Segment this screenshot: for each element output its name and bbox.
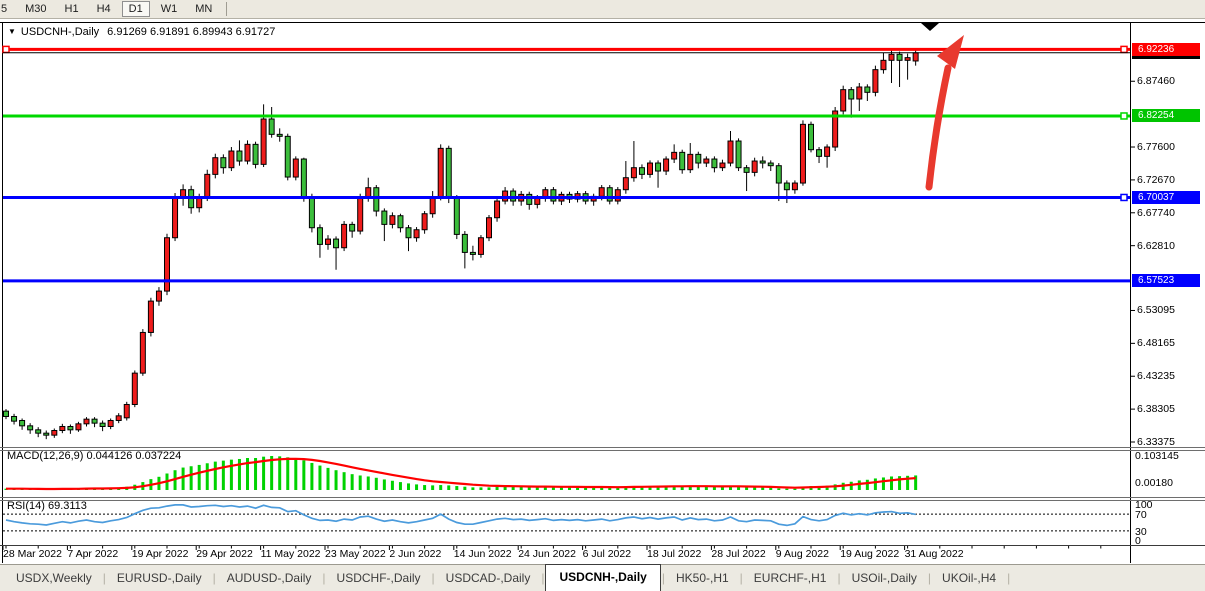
date-axis-ticks	[2, 546, 1102, 550]
price-badge: 6.70037	[1132, 190, 1200, 204]
rsi-level-label: 70	[1135, 509, 1147, 522]
rsi-level-label: 0	[1135, 535, 1141, 547]
date-axis-label: 28 Mar 2022	[3, 548, 62, 560]
date-axis-label: 2 Jun 2022	[389, 548, 442, 560]
rsi-level-label: 30	[1135, 525, 1147, 538]
date-axis-label: 7 Apr 2022	[67, 548, 119, 560]
price-axis-label: 6.33375	[1137, 436, 1175, 448]
chart-tab-usdchf-daily[interactable]: USDCHF-,Daily	[336, 571, 421, 585]
macd-scale-top: 0.103145	[1135, 450, 1179, 462]
price-axis-label: 6.43235	[1137, 370, 1175, 383]
date-axis-label: 18 Jul 2022	[647, 548, 702, 560]
chart-tab-eurusd-daily[interactable]: EURUSD-,Daily	[116, 571, 202, 585]
timeframe-button-m30[interactable]: M30	[25, 3, 47, 15]
price-axis-label: 6.53095	[1137, 304, 1175, 317]
price-axis-label: 6.62810	[1137, 239, 1175, 252]
toolbar-separator	[226, 2, 228, 16]
date-axis-label: 9 Aug 2022	[775, 548, 829, 560]
date-axis-label: 19 Apr 2022	[131, 548, 189, 560]
candles	[3, 48, 919, 440]
price-axis-label: 6.77600	[1137, 141, 1175, 154]
tab-divider: |	[212, 571, 216, 585]
price-badge: 6.82254	[1132, 109, 1200, 123]
tab-divider: |	[739, 571, 743, 585]
macd-label: MACD(12,26,9) 0.044126 0.037224	[7, 450, 182, 462]
date-axis-label: 23 May 2022	[325, 548, 386, 560]
tab-divider: |	[1007, 571, 1011, 585]
chart-title-row: ▼ USDCNH-,Daily 6.91269 6.91891 6.89943 6.…	[8, 26, 275, 38]
date-axis-label: 29 Apr 2022	[196, 548, 253, 560]
price-axis-label: 6.87460	[1137, 75, 1175, 88]
timeframe-button-h4[interactable]: H4	[96, 3, 111, 15]
rsi-panel	[3, 504, 1130, 532]
chart-tab-usdcad-daily[interactable]: USDCAD-,Daily	[445, 571, 531, 585]
price-badge: 6.92236	[1132, 42, 1200, 56]
rsi-level-label: 100	[1135, 499, 1153, 511]
window-borders	[0, 22, 1205, 563]
chart-ohlc-values: 6.91269 6.91891 6.89943 6.91727	[107, 26, 276, 38]
price-badge: 6.57523	[1132, 274, 1200, 288]
chart-tab-usdx-weekly[interactable]: USDX,Weekly	[16, 571, 92, 585]
timeframe-toolbar: 5 M30 H1 H4 D1 W1 MN	[0, 0, 1205, 19]
timeframe-button-h1[interactable]: H1	[64, 3, 79, 15]
tab-divider: |	[431, 571, 435, 585]
chart-tab-bar: USDX,Weekly | EURUSD-,Daily | AUDUSD-,Daily |…	[0, 564, 1205, 591]
macd-scale-bottom: 0.00180	[1135, 477, 1173, 489]
price-axis-label: 6.67740	[1137, 206, 1175, 219]
date-axis-label: 28 Jul 2022	[711, 548, 766, 560]
tab-divider: |	[102, 571, 106, 585]
tab-divider: |	[661, 571, 665, 585]
timeframe-button-d1[interactable]: D1	[121, 1, 150, 17]
chart-tab-hk50-h1[interactable]: HK50-,H1	[675, 571, 729, 585]
timeframe-button-mn[interactable]: MN	[195, 3, 213, 15]
price-axis-label: 6.38305	[1137, 403, 1175, 416]
tab-divider: |	[927, 571, 932, 585]
chart-tab-eurchf-h1[interactable]: EURCHF-,H1	[753, 571, 827, 585]
chart-title: USDCNH-,Daily	[20, 26, 100, 38]
price-axis-label: 6.48165	[1137, 337, 1175, 350]
symbol-dropdown-icon[interactable]: ▼	[8, 27, 16, 36]
chart-tab-ukoil-h4[interactable]: UKOil-,H4	[942, 571, 997, 585]
price-axis-label: 6.72670	[1137, 173, 1175, 186]
date-axis-label: 31 Aug 2022	[904, 548, 964, 560]
timeframe-button-w1[interactable]: W1	[160, 3, 178, 15]
macd-signal-line	[6, 457, 916, 491]
triangle-down-marker-icon	[921, 23, 939, 31]
chart-tab-audusd-daily[interactable]: AUDUSD-,Daily	[226, 571, 312, 585]
timeframe-button-5[interactable]: 5	[1, 3, 8, 15]
tab-divider: |	[837, 571, 841, 585]
date-axis-label: 11 May 2022	[260, 548, 321, 560]
chart-tab-usoil-daily[interactable]: USOil-,Daily	[851, 571, 917, 585]
date-axis-label: 14 Jun 2022	[453, 548, 512, 560]
date-axis-label: 24 Jun 2022	[518, 548, 576, 560]
price-axis-ticks	[1130, 80, 1135, 443]
tab-divider: |	[322, 571, 326, 585]
horizontal-line-objects[interactable]	[2, 45, 1130, 283]
date-axis-label: 6 Jul 2022	[582, 548, 632, 560]
tab-divider: |	[541, 571, 545, 585]
rsi-label: RSI(14) 69.3113	[7, 500, 87, 512]
chart-tab-usdcnh-daily[interactable]: USDCNH-,Daily	[545, 564, 661, 591]
date-axis-label: 19 Aug 2022	[840, 548, 900, 560]
trend-arrow-annotation[interactable]	[925, 35, 964, 191]
